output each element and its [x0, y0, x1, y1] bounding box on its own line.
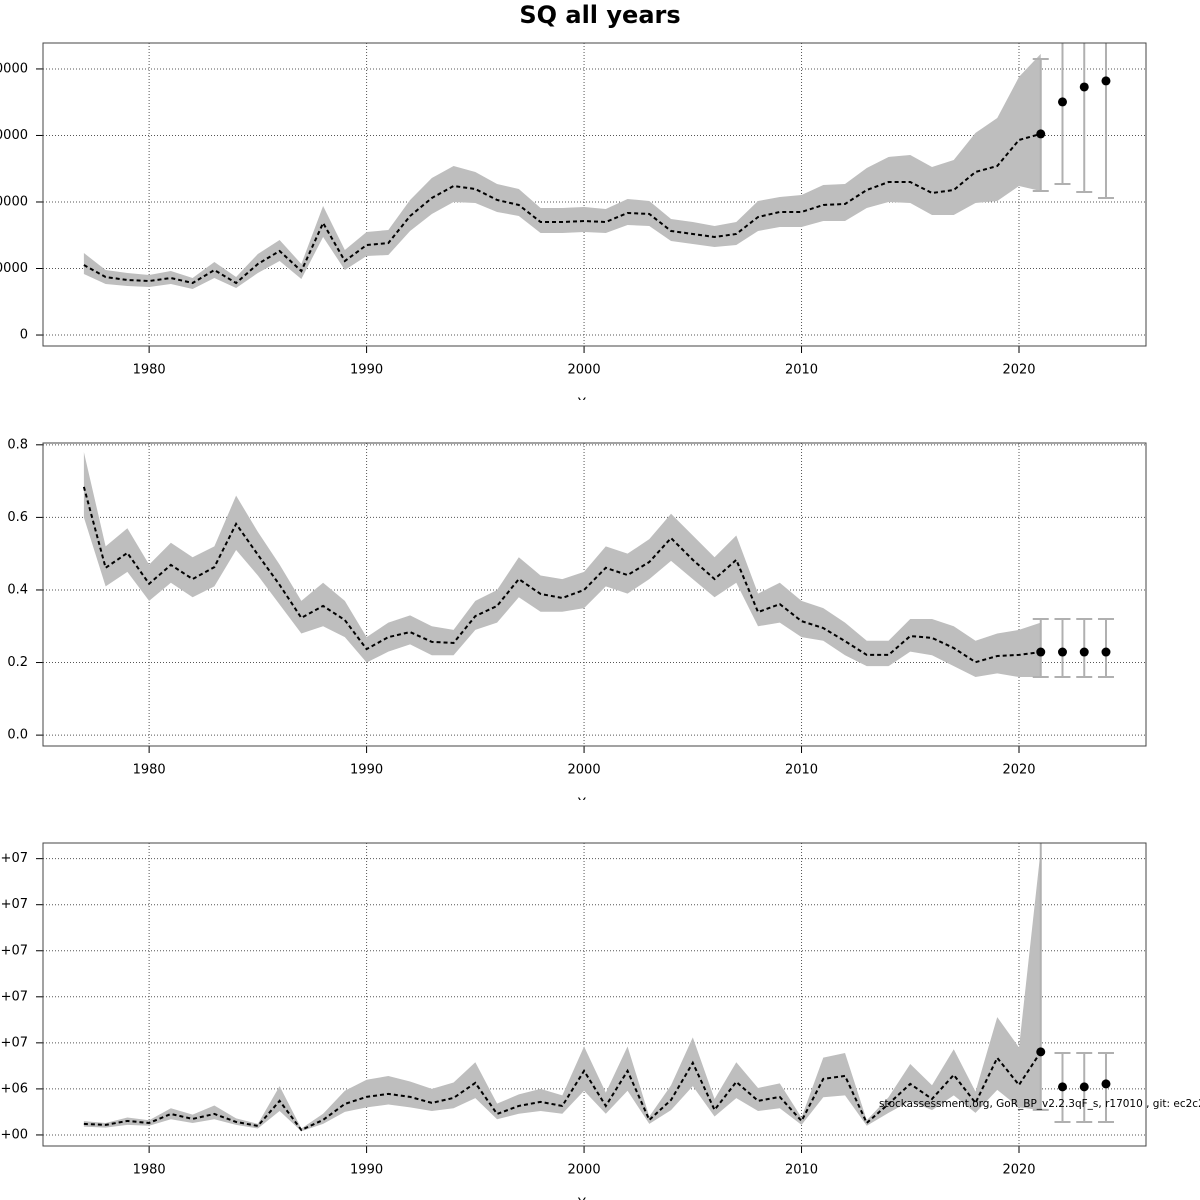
forecast-point — [1057, 97, 1067, 107]
y-tick-label: 10000 — [0, 261, 28, 276]
x-tick-label: 1990 — [350, 1163, 383, 1178]
confidence-band — [83, 53, 1041, 289]
plot-frame — [42, 842, 1147, 1147]
y-tick-label: 3e+07 — [0, 851, 28, 866]
forecast-point — [1036, 129, 1046, 139]
forecast-point — [1101, 1079, 1111, 1089]
estimate-line — [82, 486, 1041, 664]
estimate-line — [83, 132, 1042, 285]
x-tick-label: 2020 — [1002, 763, 1035, 778]
x-axis-label: Years — [577, 397, 613, 401]
y-tick-label: 2e+07 — [0, 943, 28, 958]
forecast-point — [1079, 647, 1089, 657]
plot-area — [83, 43, 1114, 289]
x-axis-label: Years — [577, 1197, 613, 1200]
confidence-band — [83, 452, 1041, 678]
plot-area — [82, 452, 1114, 679]
x-tick-label: 1980 — [133, 363, 166, 378]
estimate-line — [83, 1051, 1042, 1132]
y-tick-label: 0.6 — [7, 510, 28, 525]
plot-frame — [42, 42, 1147, 347]
plot-frame — [42, 442, 1147, 747]
plot-area — [83, 843, 1114, 1132]
x-tick-label: 2020 — [1002, 363, 1035, 378]
x-tick-label: 1980 — [133, 763, 166, 778]
y-tick-label: 1e+07 — [0, 1035, 28, 1050]
x-tick-label: 2020 — [1002, 1163, 1035, 1178]
annotation: stockassessment.org, GoR_BP_v2.2.3qF_s, … — [879, 1098, 1200, 1110]
forecast-point — [1079, 1082, 1089, 1092]
y-tick-label: 5e+06 — [0, 1081, 28, 1096]
y-tick-label: 0.2 — [7, 655, 28, 670]
y-tick-label: 0.8 — [7, 437, 28, 452]
y-tick-label: 40000 — [0, 61, 28, 76]
forecast-point — [1057, 1082, 1067, 1092]
y-tick-label: 0 — [20, 328, 28, 343]
y-tick-label: 20000 — [0, 194, 28, 209]
forecast-point — [1101, 647, 1111, 657]
y-tick-label: 30000 — [0, 128, 28, 143]
forecast-point — [1057, 647, 1067, 657]
chart-title: SQ all years — [519, 1, 680, 29]
x-tick-label: 2010 — [785, 1163, 818, 1178]
x-tick-label: 2010 — [785, 763, 818, 778]
x-tick-label: 1990 — [350, 363, 383, 378]
y-tick-label: 0.0 — [7, 728, 28, 743]
y-tick-label: 1.5e+07 — [0, 989, 28, 1004]
x-axis-label: Years — [577, 797, 613, 801]
x-tick-label: 1990 — [350, 763, 383, 778]
panel: SQ all years 0 10000 20000 30000 40000 1980 199… — [0, 1, 1147, 401]
x-tick-label: 2000 — [568, 763, 601, 778]
x-tick-label: 2010 — [785, 363, 818, 378]
x-tick-label: 2000 — [568, 1163, 601, 1178]
forecast-point — [1101, 76, 1111, 86]
panel: 0.0 0.2 0.4 0.6 0.8 1980 1990 2000 2010 2020 Years — [7, 437, 1147, 801]
y-tick-label: 2.5e+07 — [0, 897, 28, 912]
panel: 0e+00 5e+06 1e+07 1.5e+07 2e+07 2.5e+07 3e+07 1… — [0, 842, 1200, 1200]
forecast-point — [1036, 647, 1046, 657]
forecast-point — [1036, 1047, 1046, 1057]
y-tick-label: 0.4 — [7, 582, 28, 597]
x-tick-label: 2000 — [568, 363, 601, 378]
x-tick-label: 1980 — [133, 1163, 166, 1178]
forecast-point — [1079, 82, 1089, 92]
y-tick-label: 0e+00 — [0, 1127, 28, 1142]
